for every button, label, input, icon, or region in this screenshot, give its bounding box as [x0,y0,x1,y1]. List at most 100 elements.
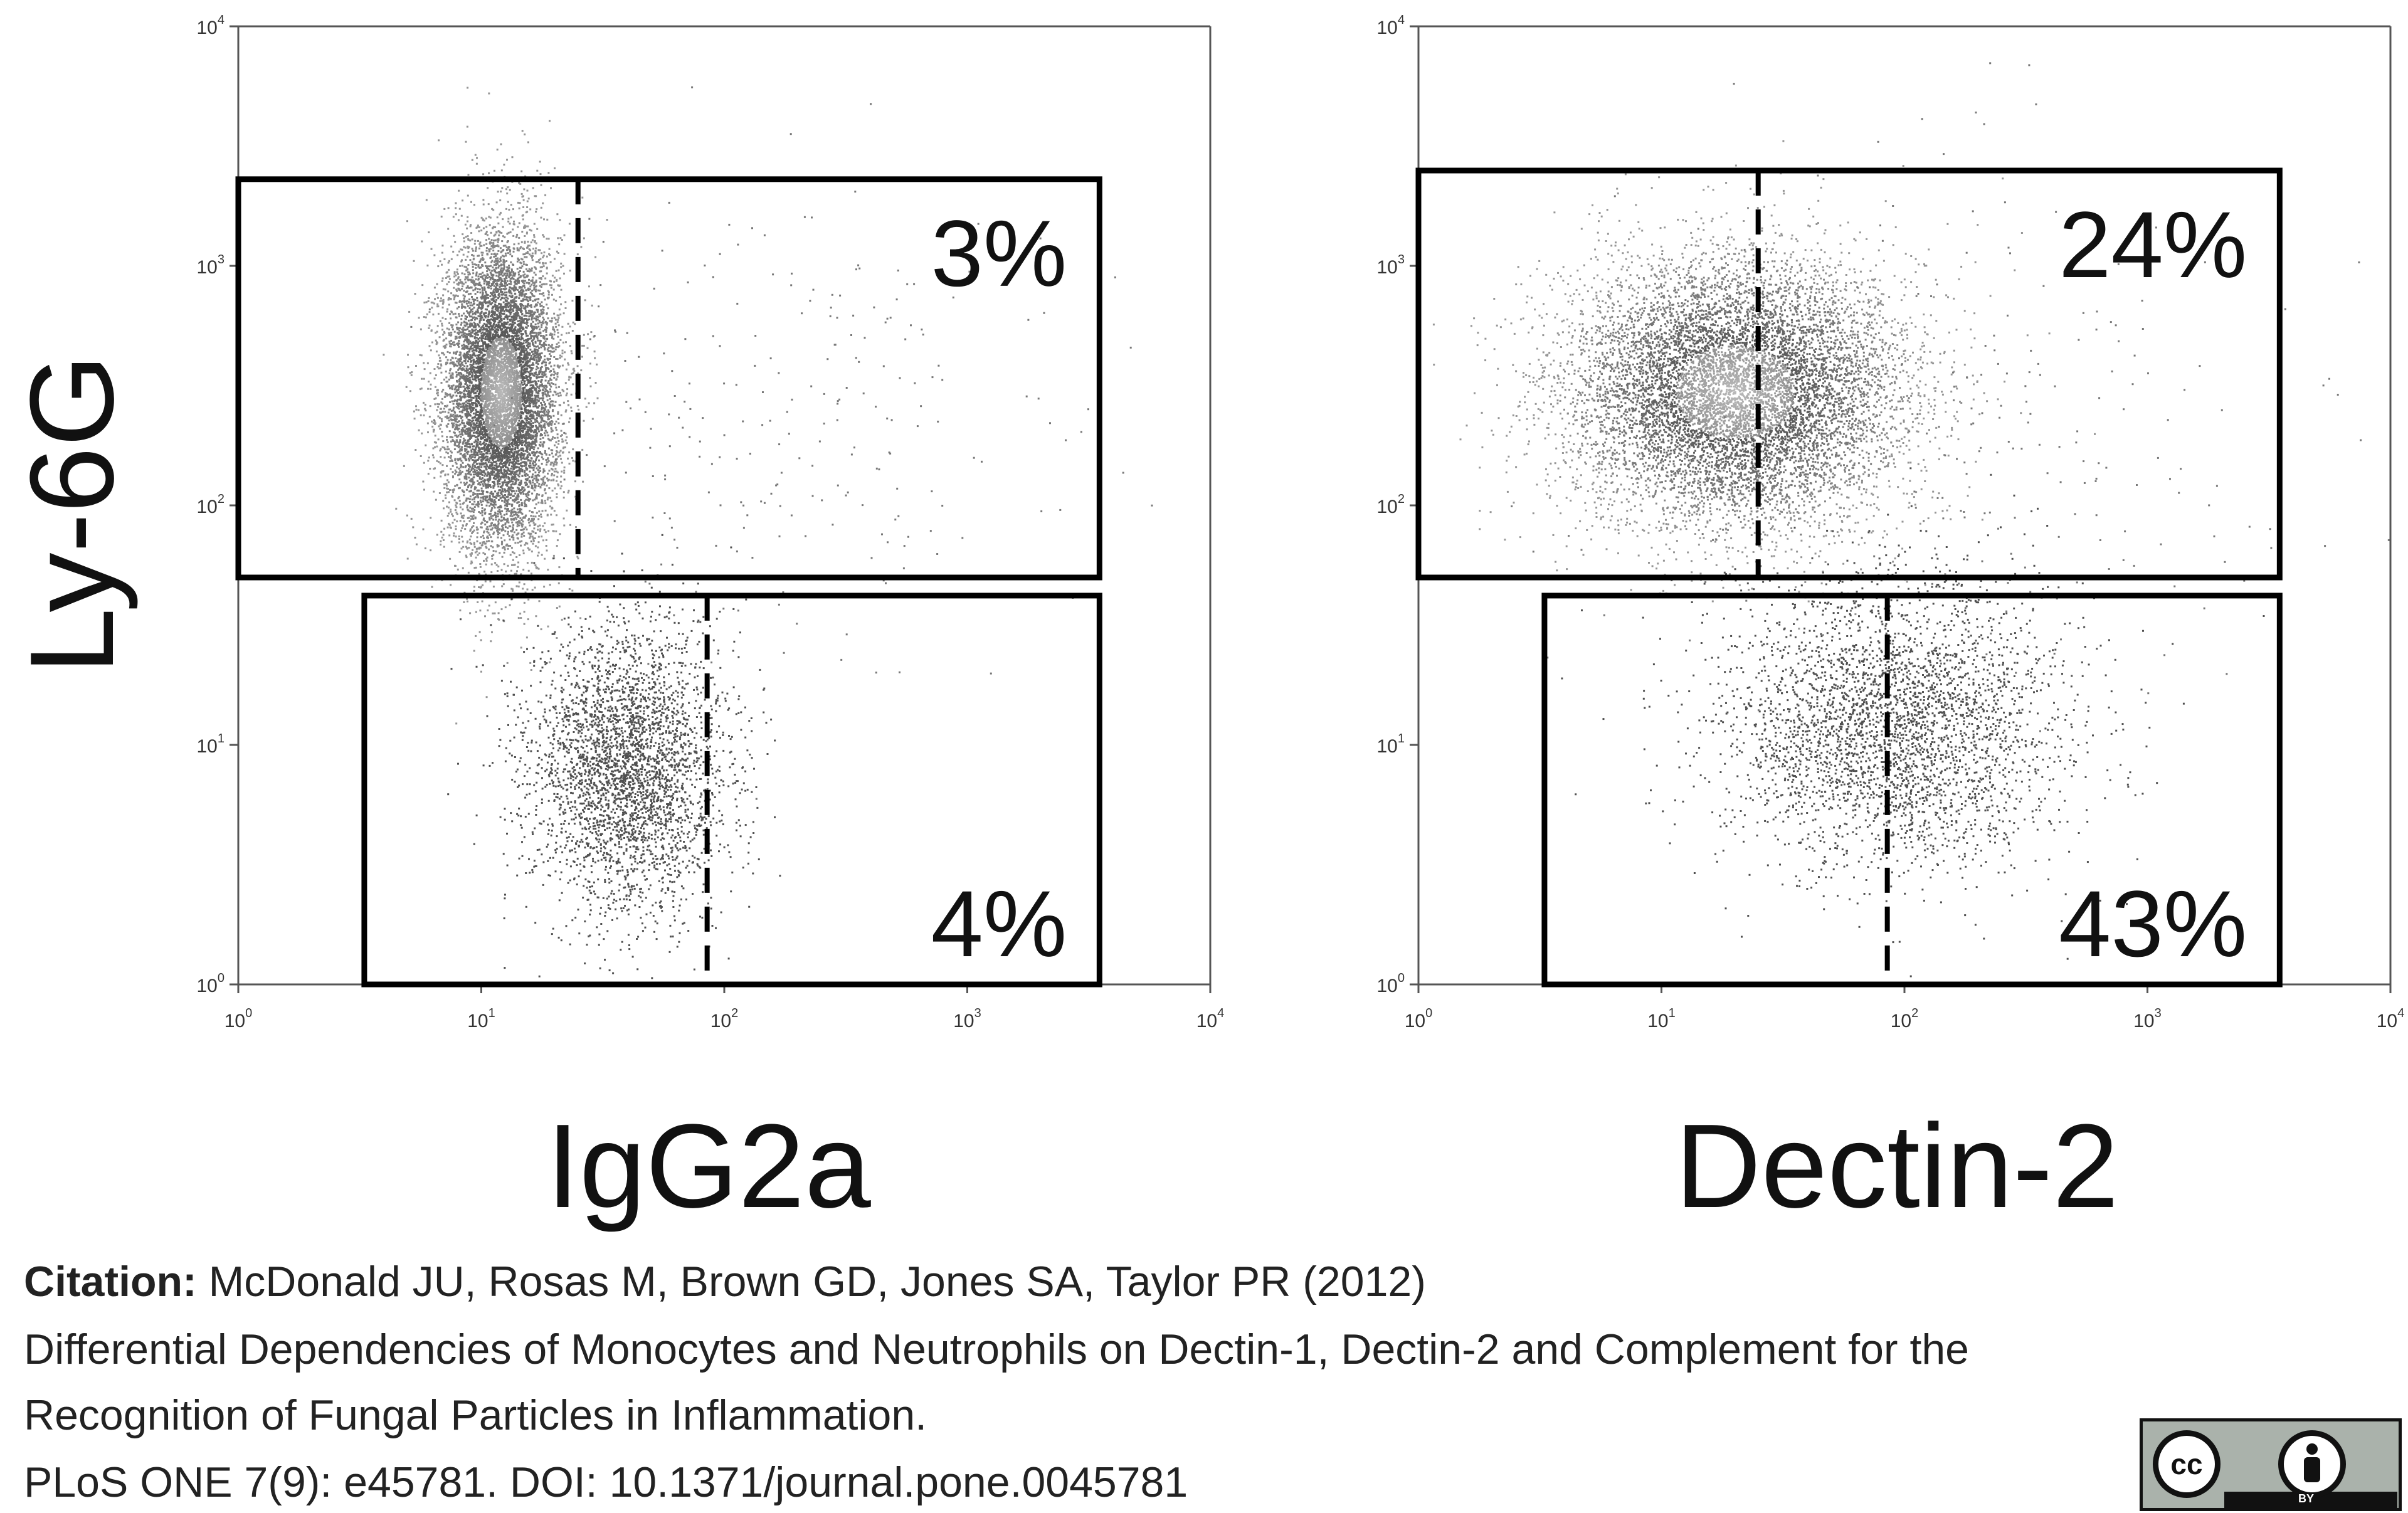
scatter-point [524,453,526,455]
scatter-point [525,419,527,421]
scatter-point [441,470,443,473]
scatter-point [544,347,546,349]
scatter-point [519,517,522,520]
scatter-point [500,493,503,495]
scatter-point [502,342,504,345]
scatter-point [472,378,474,381]
scatter-point [535,261,537,263]
scatter-point [482,199,485,201]
scatter-point [519,270,521,272]
scatter-point [519,202,521,204]
scatter-point [501,525,504,527]
scatter-point [463,477,466,480]
scatter-point [459,609,462,611]
scatter-point [495,258,497,260]
scatter-point [548,470,551,472]
scatter-point [445,482,448,485]
scatter-point [464,354,467,356]
scatter-point [499,260,500,263]
scatter-point [495,475,498,478]
scatter-point [496,492,499,495]
scatter-point [505,435,508,437]
scatter-point [549,404,552,407]
scatter-point [510,401,512,403]
scatter-point [464,393,467,396]
scatter-point [506,485,509,487]
scatter-point [499,472,500,475]
scatter-point [502,409,504,412]
scatter-point [471,498,473,501]
scatter-point [492,347,495,350]
scatter-point [525,473,528,475]
scatter-point [542,312,544,315]
scatter-point [504,285,507,288]
scatter-point [462,364,464,366]
scatter-point [558,605,561,608]
scatter-point [465,478,468,480]
scatter-point [559,391,561,394]
scatter-point [510,305,512,307]
scatter-point [536,474,539,477]
scatter-point [466,335,468,338]
scatter-point [435,498,437,501]
scatter-point [537,322,539,325]
scatter-point [502,226,504,228]
scatter-point [458,535,460,537]
scatter-point [552,400,554,403]
scatter-point [477,601,479,603]
scatter-point [512,401,515,404]
scatter-point [500,263,503,266]
scatter-point [449,395,452,398]
scatter-point [519,492,522,495]
scatter-point [485,417,488,419]
scatter-point [495,388,497,391]
scatter-point [478,423,480,425]
scatter-point [512,456,515,458]
scatter-point [532,479,534,482]
scatter-point [473,344,476,347]
scatter-point [541,305,543,307]
scatter-point [493,467,495,469]
scatter-point [494,295,497,298]
scatter-point [450,413,452,416]
scatter-point [556,458,558,460]
scatter-point [528,401,531,404]
scatter-point [497,570,499,572]
scatter-point [468,271,470,273]
scatter-point [477,435,480,437]
scatter-point [467,174,470,176]
scatter-point [533,223,536,225]
scatter-point [544,262,547,265]
scatter-point [502,218,504,221]
scatter-point [542,525,544,527]
scatter-point [496,149,499,151]
scatter-point [471,350,473,352]
scatter-point [443,507,445,510]
scatter-point [505,323,508,325]
scatter-point [459,453,462,455]
scatter-point [478,418,480,420]
scatter-point [492,527,494,529]
scatter-point [428,416,431,418]
scatter-point [504,393,507,395]
scatter-point [565,368,568,371]
scatter-point [473,337,476,340]
scatter-point [569,325,571,328]
scatter-point [451,396,453,398]
scatter-point [488,441,490,443]
scatter-point [452,423,454,426]
scatter-point [544,355,546,357]
scatter-point [493,416,495,419]
scatter-point [524,298,525,301]
scatter-point [531,364,533,366]
scatter-point [469,446,472,449]
scatter-point [422,480,425,483]
scatter-point [485,462,487,465]
scatter-point [524,470,526,472]
scatter-point [470,224,472,226]
scatter-point [529,381,531,384]
scatter-point [513,443,515,445]
scatter-point [556,461,558,464]
scatter-point [460,381,462,384]
scatter-point [457,254,459,256]
